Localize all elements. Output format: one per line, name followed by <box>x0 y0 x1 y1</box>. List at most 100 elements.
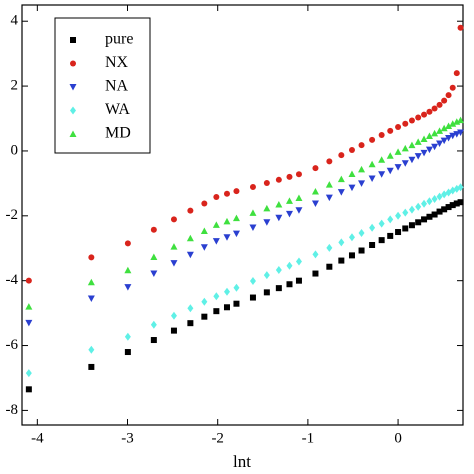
data-point <box>378 171 386 178</box>
data-point <box>436 140 444 147</box>
data-point <box>312 250 319 259</box>
legend-label: pure <box>105 31 133 48</box>
data-point <box>212 221 220 228</box>
data-point <box>275 214 283 222</box>
data-point <box>402 120 409 127</box>
legend-marker <box>69 130 77 137</box>
data-point <box>395 229 402 236</box>
data-point <box>421 111 428 118</box>
data-point <box>436 192 443 201</box>
data-point <box>358 165 366 173</box>
data-point <box>150 270 158 278</box>
data-point <box>420 135 428 142</box>
data-point <box>453 70 460 77</box>
data-point <box>275 200 283 208</box>
data-point <box>286 281 293 288</box>
data-point <box>233 300 240 307</box>
y-tick-label: 4 <box>11 13 19 29</box>
data-point <box>232 230 240 238</box>
legend-box <box>54 17 151 154</box>
data-point <box>348 146 355 153</box>
data-point <box>387 232 394 239</box>
data-point <box>401 144 409 152</box>
data-point <box>378 237 385 244</box>
data-point <box>150 253 158 260</box>
legend-label: MD <box>105 125 131 142</box>
data-point <box>186 251 194 259</box>
data-point <box>441 97 448 104</box>
data-point <box>387 215 394 224</box>
data-point <box>200 244 208 251</box>
data-point <box>223 234 231 241</box>
data-point <box>415 114 422 121</box>
data-point <box>348 184 356 192</box>
legend-label: NX <box>105 54 129 71</box>
data-point <box>402 208 409 217</box>
data-point <box>295 207 303 214</box>
data-point <box>326 243 333 252</box>
y-tick-label: -2 <box>6 207 19 223</box>
data-point <box>311 187 319 195</box>
data-point <box>440 137 448 145</box>
data-point <box>187 320 194 327</box>
legend-label: WA <box>105 101 130 118</box>
legend-marker <box>70 106 76 115</box>
data-point <box>358 229 365 237</box>
data-point <box>311 200 319 207</box>
data-point <box>431 194 438 203</box>
data-point <box>421 216 428 223</box>
data-point <box>386 167 394 175</box>
data-point <box>295 171 302 178</box>
data-point <box>200 227 208 235</box>
data-point <box>295 277 302 284</box>
data-point <box>25 386 32 393</box>
x-tick-label: 0 <box>394 430 402 446</box>
data-point <box>285 210 293 218</box>
data-point <box>233 188 240 195</box>
data-point <box>420 149 428 157</box>
data-point <box>415 219 422 226</box>
data-point <box>286 261 293 270</box>
data-point <box>212 238 220 245</box>
data-point <box>369 242 376 248</box>
data-point <box>150 226 157 233</box>
legend-marker <box>70 60 76 67</box>
data-point <box>358 142 365 149</box>
data-point <box>449 202 456 209</box>
data-point <box>170 243 178 250</box>
data-point <box>426 108 433 115</box>
y-tick-label: -8 <box>6 402 19 418</box>
y-tick-label: -6 <box>6 337 19 353</box>
data-point <box>325 194 333 202</box>
legend-label: NA <box>105 78 129 95</box>
data-point <box>441 206 448 213</box>
data-point <box>186 234 194 242</box>
data-point <box>249 294 256 301</box>
data-point <box>368 160 376 168</box>
data-point <box>348 233 355 242</box>
data-point <box>337 175 345 183</box>
data-point <box>436 127 444 134</box>
data-point <box>378 132 385 139</box>
data-point <box>425 146 433 154</box>
data-point <box>394 148 402 155</box>
data-point <box>201 200 208 207</box>
data-point <box>87 278 95 286</box>
data-point <box>395 123 402 130</box>
data-point <box>150 337 157 344</box>
data-point <box>426 213 433 220</box>
y-tick-label: 2 <box>11 78 19 94</box>
data-point <box>387 127 394 134</box>
data-point <box>414 138 422 145</box>
data-point <box>170 311 177 320</box>
data-point <box>275 265 282 274</box>
data-point <box>325 181 333 188</box>
data-point <box>201 313 208 320</box>
data-point <box>326 158 333 165</box>
data-point <box>25 369 32 378</box>
data-point <box>431 105 438 112</box>
data-point <box>124 240 131 247</box>
data-point <box>394 164 402 171</box>
data-point <box>426 197 433 206</box>
